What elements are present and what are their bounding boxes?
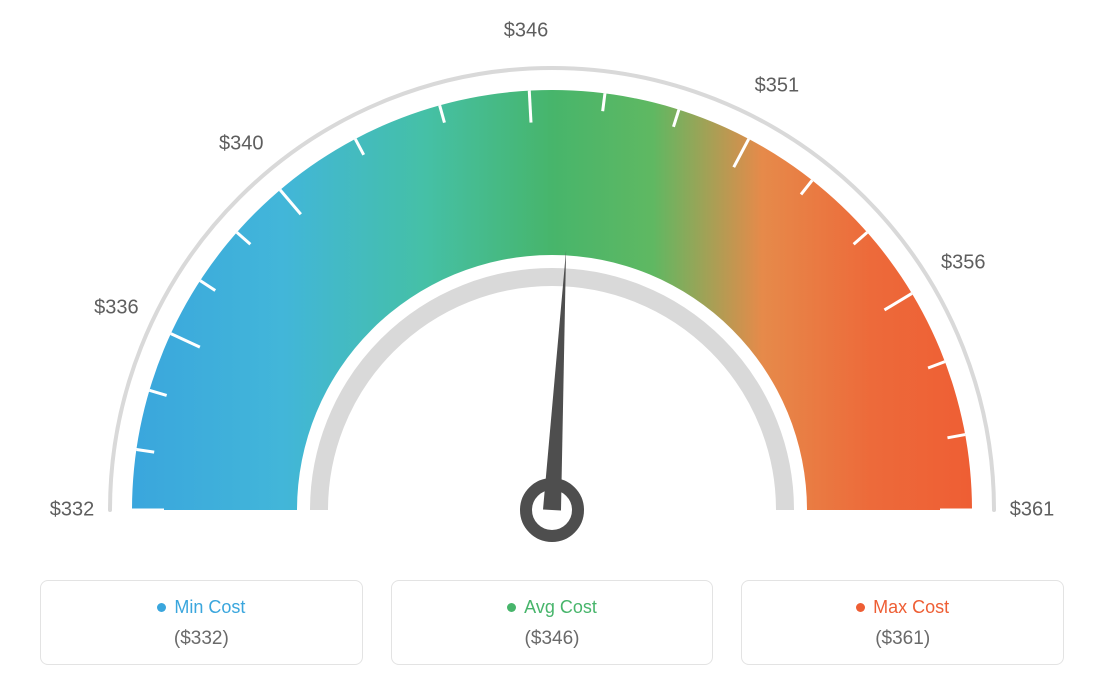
legend-label: Min Cost <box>174 597 245 618</box>
legend-value: ($361) <box>752 628 1053 650</box>
tick-label: $336 <box>94 297 139 320</box>
gauge-svg <box>0 0 1104 560</box>
tick-label: $361 <box>1010 499 1055 522</box>
dot-icon <box>856 603 865 612</box>
cost-gauge-chart: $332 $336 $340 $346 $351 $356 $361 Min Cost ($… <box>0 0 1104 690</box>
legend-top-min: Min Cost <box>51 597 352 618</box>
legend-card-max: Max Cost ($361) <box>741 580 1064 665</box>
legend-card-avg: Avg Cost ($346) <box>391 580 714 665</box>
legend-row: Min Cost ($332) Avg Cost ($346) Max Cost… <box>40 580 1064 665</box>
legend-value: ($332) <box>51 628 352 650</box>
dot-icon <box>157 603 166 612</box>
tick-label: $332 <box>50 499 95 522</box>
legend-top-avg: Avg Cost <box>402 597 703 618</box>
tick-label: $340 <box>219 133 264 156</box>
legend-label: Avg Cost <box>524 597 597 618</box>
legend-card-min: Min Cost ($332) <box>40 580 363 665</box>
dot-icon <box>507 603 516 612</box>
tick-label: $351 <box>755 74 800 97</box>
tick-label: $356 <box>941 251 986 274</box>
gauge-area: $332 $336 $340 $346 $351 $356 $361 <box>0 0 1104 560</box>
legend-label: Max Cost <box>873 597 949 618</box>
tick-label: $346 <box>504 19 549 42</box>
legend-top-max: Max Cost <box>752 597 1053 618</box>
legend-value: ($346) <box>402 628 703 650</box>
